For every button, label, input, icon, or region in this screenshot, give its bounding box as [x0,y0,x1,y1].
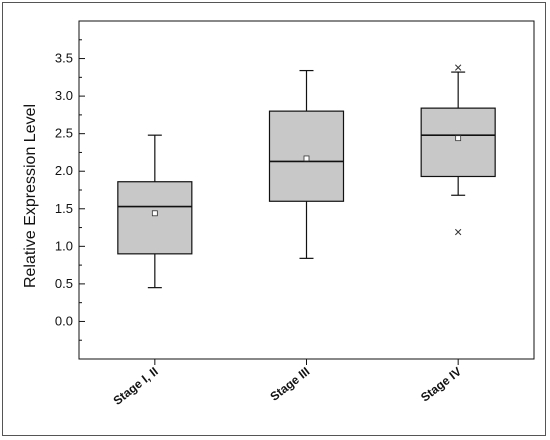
labels: 0.0 0.5 1.0 1.5 2.0 2.5 3.0 3.5 Stage I, II Stage… [55,51,464,408]
iqr-box [117,181,193,255]
box-group [268,69,345,259]
y-tick-label: 0.0 [55,313,73,328]
y-tick-label: 1.5 [55,201,73,216]
x-category-label: Stage IV [418,364,464,404]
outlier-marker [455,64,462,71]
x-category-label: Stage III [267,364,312,403]
outlier-stroke [455,64,462,71]
iqr-box [420,107,496,178]
chart-frame: 0.0 0.5 1.0 1.5 2.0 2.5 3.0 3.5 Stage I, II Stage… [2,2,546,436]
y-tick-label: 2.0 [55,163,73,178]
y-tick-label: 0.5 [55,276,73,291]
box-group [117,134,193,289]
axes [78,20,535,365]
y-tick-label: 1.0 [55,238,73,253]
y-axis-title: Relative Expression Level [22,104,39,288]
boxes [117,64,496,289]
y-tick-label: 2.5 [55,126,73,141]
y-tick-label: 3.5 [55,51,73,66]
outlier-stroke [455,228,462,236]
x-category-label: Stage I, II [111,364,161,407]
box-group [420,64,496,236]
y-tick-label: 3.0 [55,88,73,103]
mean-marker [151,210,158,217]
mean-marker [303,155,310,162]
mean-marker [455,135,462,142]
box-plot-chart: 0.0 0.5 1.0 1.5 2.0 2.5 3.0 3.5 Stage I, II Stage… [22,20,535,408]
outlier-marker [455,228,462,236]
